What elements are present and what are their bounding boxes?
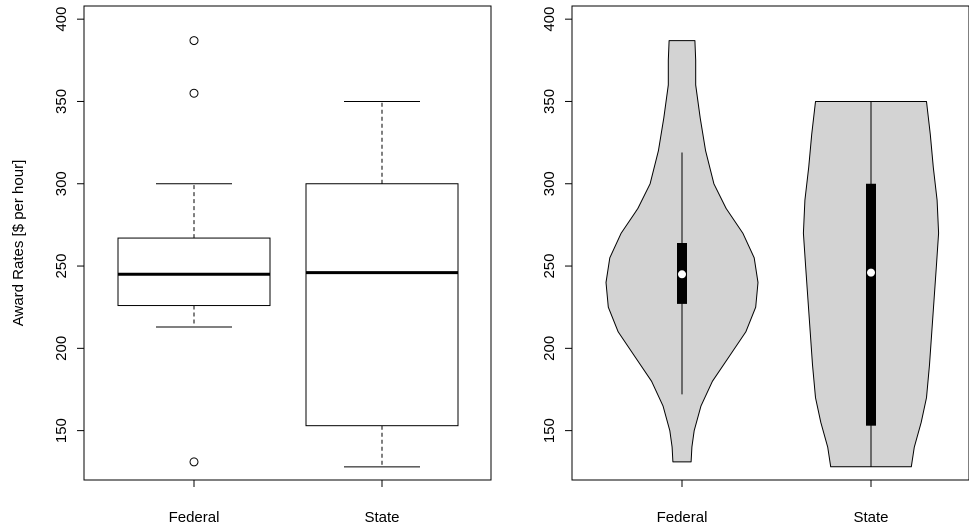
y-tick-label: 400: [53, 7, 70, 32]
y-tick-label: 250: [541, 254, 558, 279]
y-tick-label: 150: [53, 418, 70, 443]
y-tick-label: 300: [541, 171, 558, 196]
y-tick-label: 300: [53, 171, 70, 196]
x-category-label: State: [853, 509, 888, 526]
box-iqr: [117, 237, 271, 307]
boxplot-panel: 150 200 250 300 350 400 Federal State: [53, 5, 492, 526]
outlier-point: [189, 36, 199, 46]
y-axis-title: Award Rates [$ per hour]: [10, 160, 27, 326]
y-tick-label: 250: [53, 254, 70, 279]
box-iqr: [305, 183, 459, 427]
y-tick-label: 200: [53, 336, 70, 361]
violin-median-point: [867, 268, 875, 277]
x-category-label: Federal: [169, 509, 220, 526]
y-tick-label: 200: [541, 336, 558, 361]
violin-panel: 150 200 250 300 350 400 Federal State: [541, 5, 969, 526]
outlier-point: [189, 88, 199, 98]
y-tick-label: 400: [541, 7, 558, 32]
outlier-point: [189, 457, 199, 467]
violin-iqr-bar: [866, 183, 876, 426]
x-category-label: Federal: [657, 509, 708, 526]
violin-median-point: [678, 270, 686, 279]
y-tick-label: 350: [541, 89, 558, 114]
y-tick-label: 350: [53, 89, 70, 114]
x-category-label: State: [364, 509, 399, 526]
y-tick-label: 150: [541, 418, 558, 443]
